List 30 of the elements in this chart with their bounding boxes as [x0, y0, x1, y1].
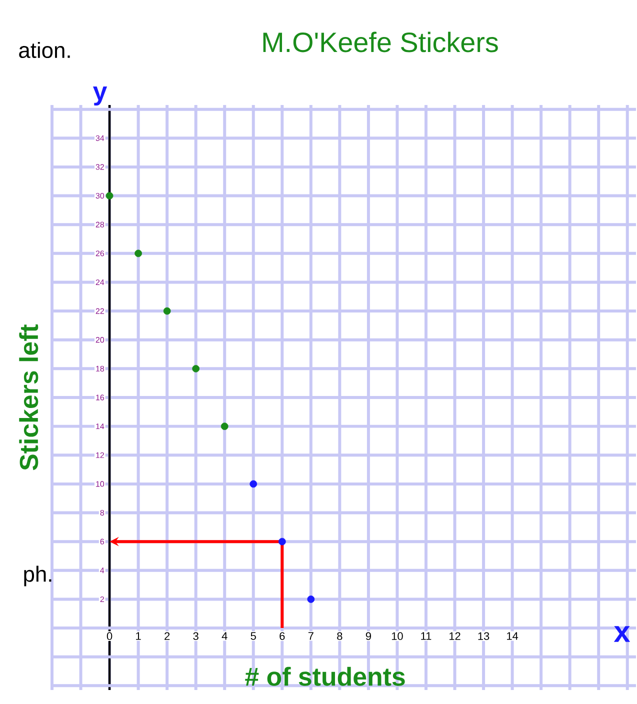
point: [278, 538, 286, 546]
x-tick-label: 13: [478, 632, 489, 640]
point: [163, 307, 171, 315]
x-tick-label: 3: [192, 632, 198, 640]
x-tick-label: 2: [164, 632, 170, 640]
x-tick-label: 1: [136, 632, 141, 640]
point: [249, 480, 257, 488]
point: [192, 364, 200, 372]
chart-title: M.O'Keefe Stickers: [263, 32, 498, 52]
annotation: x: [614, 626, 630, 642]
x-tick-label: 5: [250, 632, 256, 640]
point: [220, 422, 228, 430]
x-axis-title: # of students: [244, 666, 405, 686]
text: ph.: [24, 566, 51, 586]
x-tick-label: 12: [449, 632, 460, 640]
x-tick-label: 9: [366, 632, 371, 640]
x-tick-label: 14: [506, 632, 518, 640]
x-tick-label: 8: [336, 632, 342, 640]
x-tick-label: 11: [420, 632, 431, 640]
text: ation.: [18, 42, 70, 58]
annotation: y: [92, 86, 107, 106]
x-tick-label: 7: [308, 632, 314, 640]
point: [134, 250, 142, 258]
x-tick-label: 0: [106, 632, 112, 640]
y-axis-title: Stickers left: [18, 324, 38, 470]
x-tick-label: 10: [392, 632, 403, 640]
point: [306, 596, 314, 603]
x-tick-label: 4: [222, 632, 228, 640]
point: [106, 192, 113, 200]
x-tick-label: 6: [279, 632, 284, 640]
